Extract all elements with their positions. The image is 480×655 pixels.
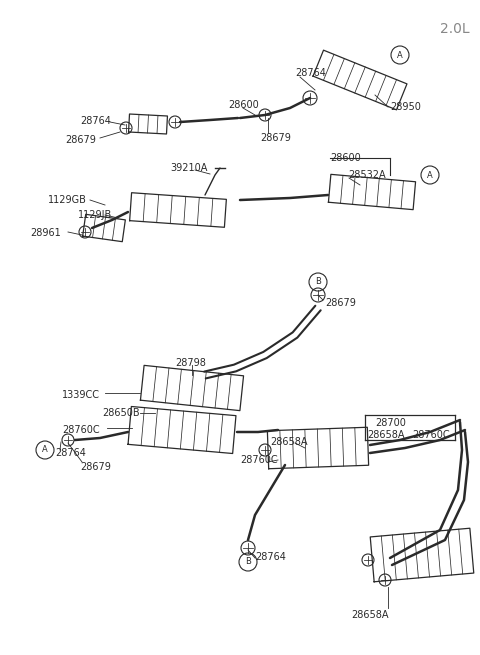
Text: 1129GB: 1129GB [48,195,87,205]
Text: 28760C: 28760C [412,430,450,440]
Text: 28600: 28600 [330,153,361,163]
Text: 1129JB: 1129JB [78,210,112,220]
Text: 28679: 28679 [80,462,111,472]
Text: 28679: 28679 [260,133,291,143]
Text: 28658A: 28658A [270,437,308,447]
Text: 28760C: 28760C [62,425,100,435]
Text: 28764: 28764 [255,552,286,562]
Text: 28600: 28600 [228,100,259,110]
Text: 1339CC: 1339CC [62,390,100,400]
Text: 28650B: 28650B [102,408,140,418]
Text: B: B [315,278,321,286]
Text: A: A [397,50,403,60]
Text: 28658A: 28658A [367,430,405,440]
Text: 2.0L: 2.0L [440,22,469,36]
Text: 28658A: 28658A [351,610,389,620]
Text: 28961: 28961 [30,228,61,238]
Text: 28798: 28798 [175,358,206,368]
Text: 28679: 28679 [325,298,356,308]
Text: 28532A: 28532A [348,170,385,180]
Text: 28700: 28700 [375,418,406,428]
Text: 28764: 28764 [295,68,326,78]
Text: 39210A: 39210A [170,163,207,173]
Text: A: A [427,170,433,179]
Text: 28764: 28764 [80,116,111,126]
Text: 28764: 28764 [55,448,86,458]
Text: 28950: 28950 [390,102,421,112]
Text: 28760C: 28760C [240,455,277,465]
Text: 28679: 28679 [65,135,96,145]
Text: B: B [245,557,251,567]
Text: A: A [42,445,48,455]
